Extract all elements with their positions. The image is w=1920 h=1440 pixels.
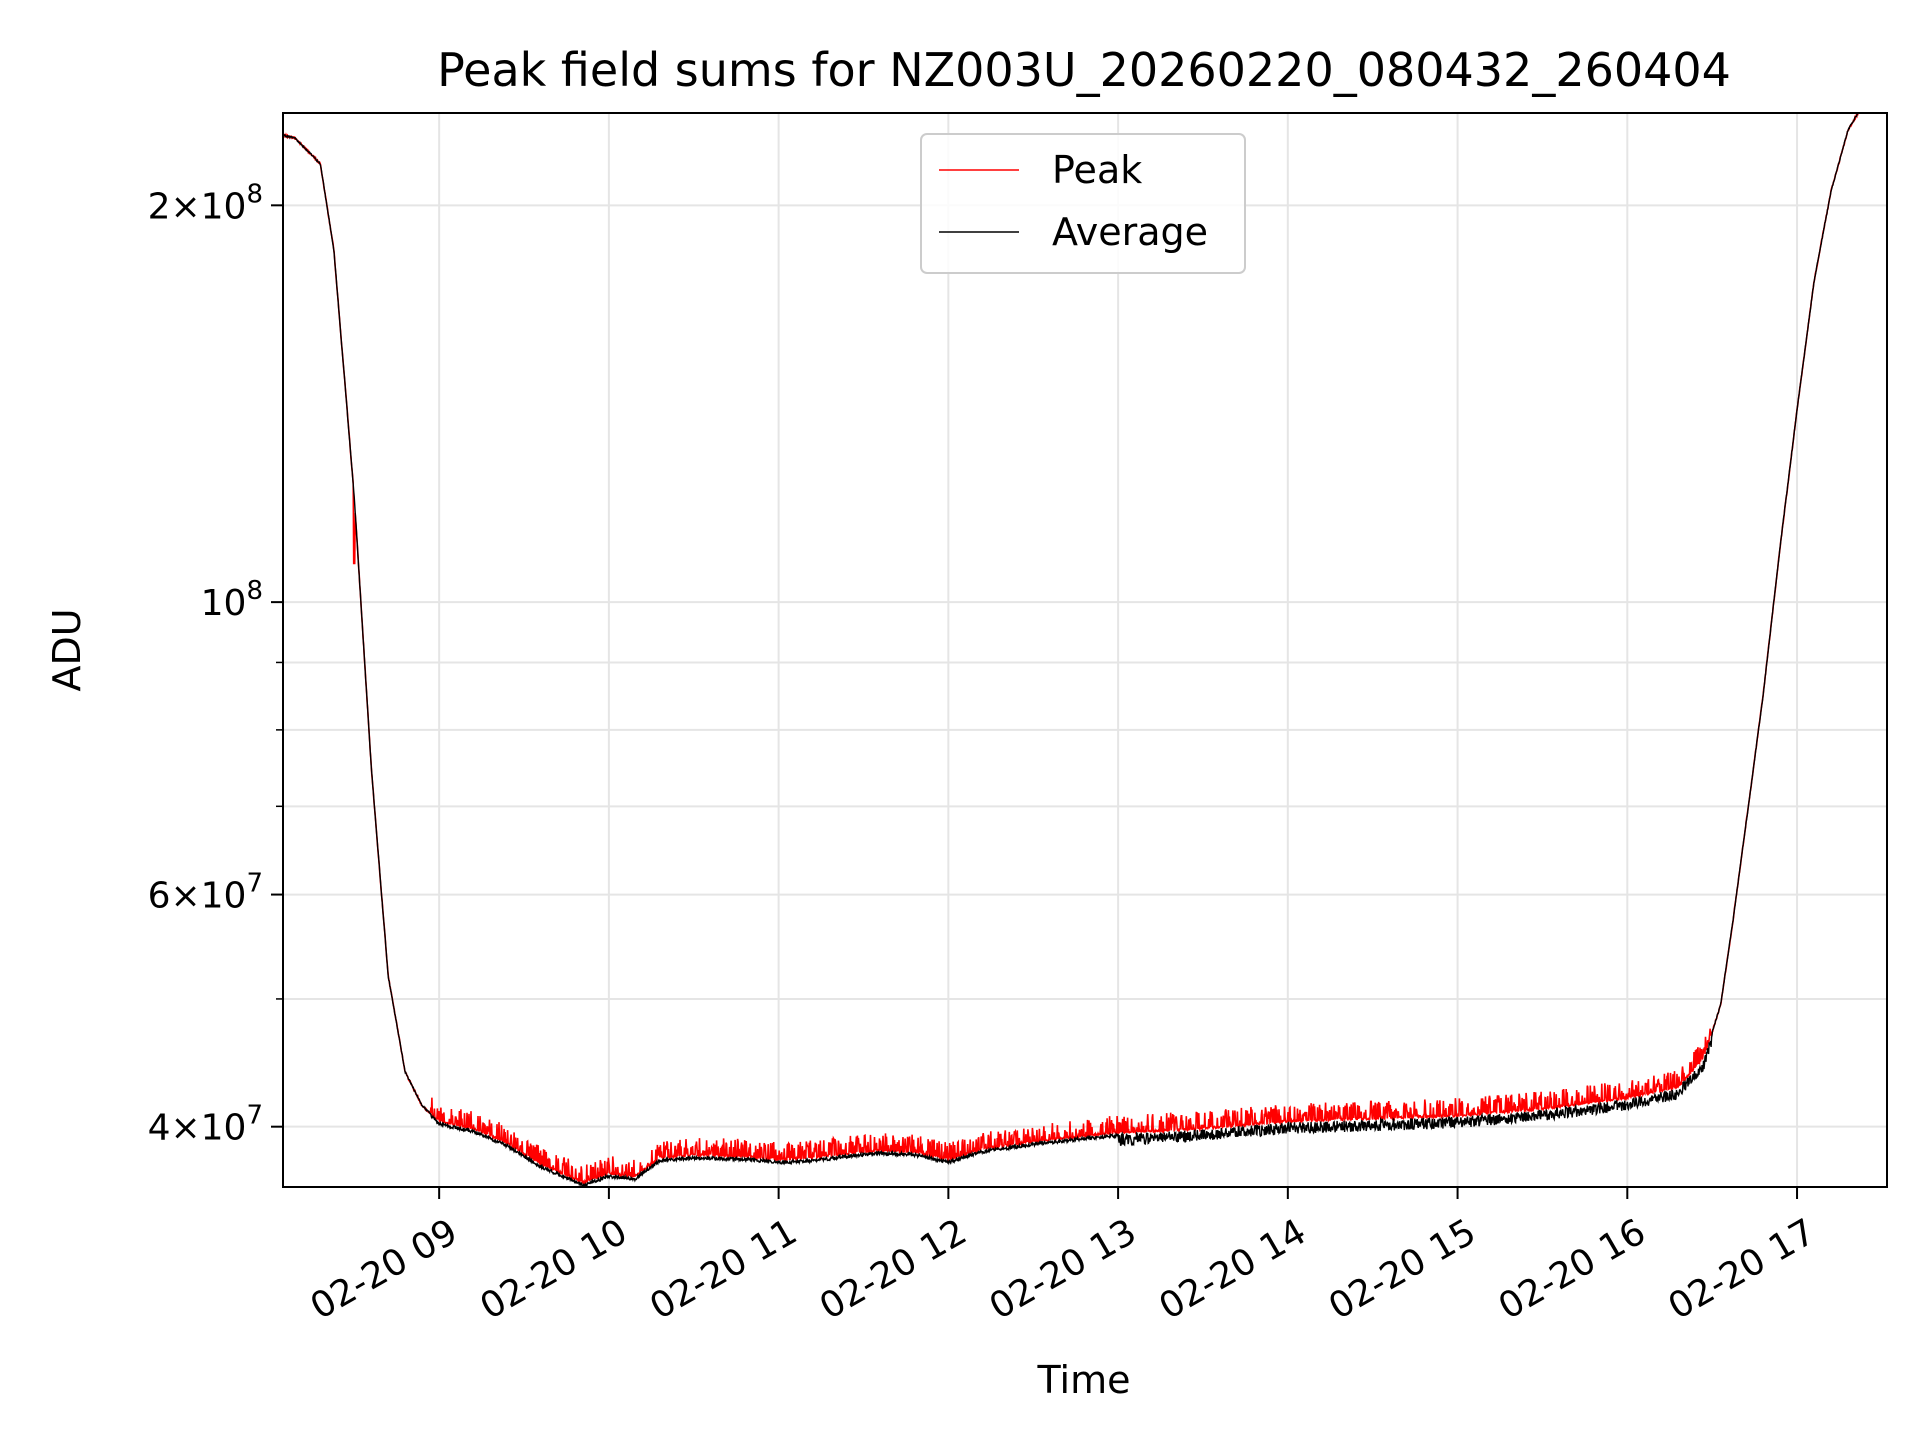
y-axis-label: ADU [45, 608, 89, 691]
x-tick-label: 02-20 12 [813, 1211, 974, 1327]
x-tick-label: 02-20 09 [304, 1211, 465, 1327]
x-tick-label: 02-20 10 [474, 1211, 635, 1327]
legend-box [920, 133, 1246, 274]
x-tick-label: 02-20 11 [643, 1211, 804, 1327]
y-tick-label: 4×107 [148, 1101, 263, 1149]
chart-title: Peak field sums for NZ003U_20260220_0804… [437, 43, 1731, 97]
y-axis: 4×107 6×107 108 2×108 [148, 179, 283, 1149]
plot-frame [282, 112, 1888, 1188]
x-tick-label: 02-20 13 [983, 1211, 1144, 1327]
x-tick-label: 02-20 14 [1152, 1211, 1313, 1327]
y-tick-label: 6×107 [148, 869, 263, 917]
x-tick-label: 02-20 16 [1492, 1211, 1653, 1327]
series-line-average [283, 113, 1859, 1187]
x-tick-label: 02-20 17 [1662, 1211, 1823, 1327]
y-tick-label: 2×108 [148, 179, 263, 227]
grid [283, 113, 1887, 1187]
series-line-peak [283, 113, 1859, 1186]
x-axis-label: Time [1037, 1358, 1131, 1402]
x-tick-label: 02-20 15 [1322, 1211, 1483, 1327]
legend-label-average: Average [1052, 210, 1208, 254]
legend: Peak Average [920, 133, 1246, 274]
x-axis: 02-20 09 02-20 10 02-20 11 02-20 12 02-20 13… [304, 1187, 1823, 1328]
y-tick-label: 108 [201, 576, 263, 624]
legend-label-peak: Peak [1052, 148, 1142, 192]
